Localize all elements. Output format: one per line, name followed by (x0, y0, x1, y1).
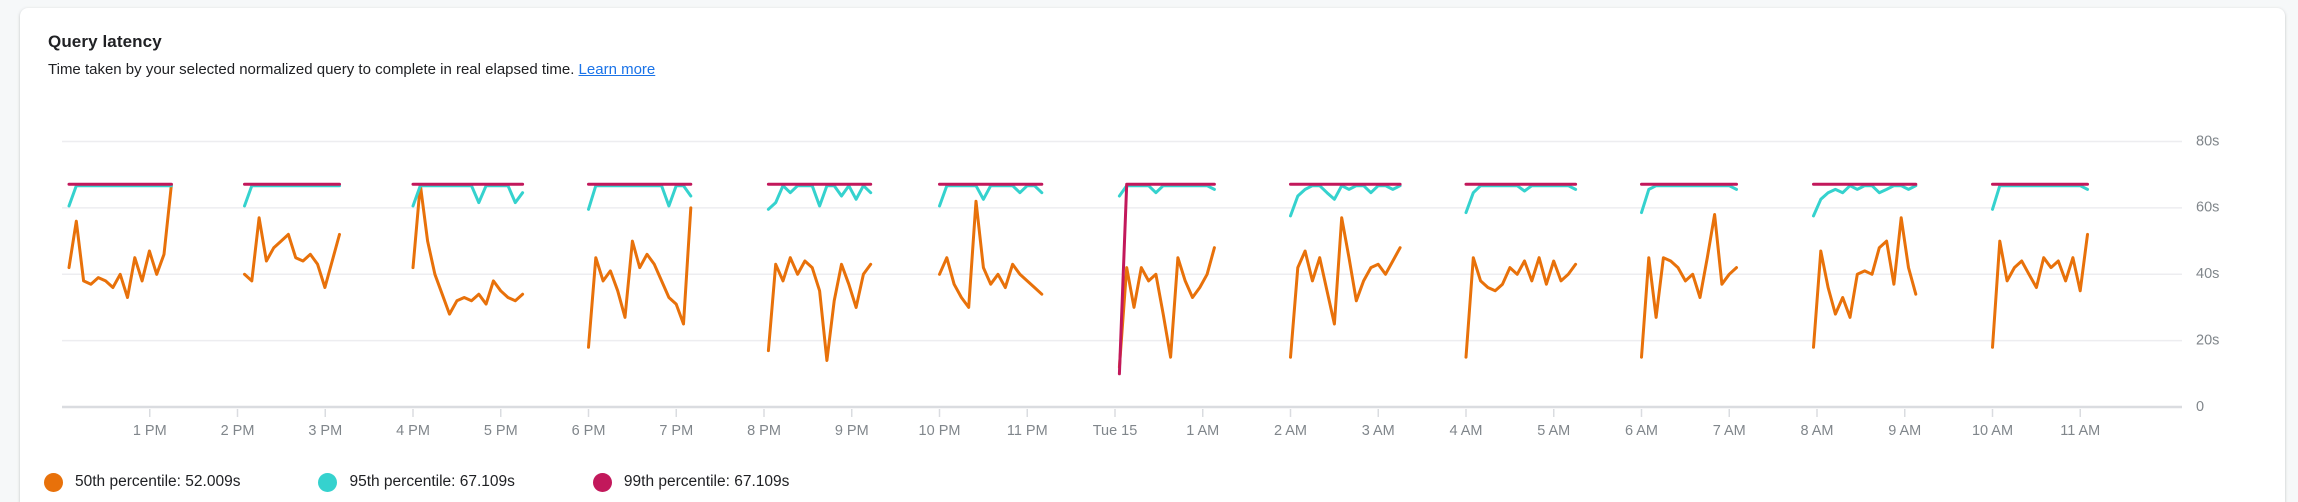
legend-marker-95th-icon (318, 472, 338, 492)
x-tick-label: 6 AM (1625, 423, 1658, 439)
x-tick-label: 9 AM (1888, 423, 1921, 439)
y-tick-label: 0 (2196, 399, 2204, 415)
x-tick-label: 10 AM (1972, 423, 2013, 439)
x-tick-label: 8 PM (747, 423, 781, 439)
series-line-50th (1640, 213, 1738, 359)
series-line-50th (587, 206, 693, 349)
chart-legend: 50th percentile: 52.009s 95th percentile… (44, 467, 2285, 497)
series-line-50th (67, 183, 173, 299)
query-latency-card: Query latency Time taken by your selecte… (20, 8, 2285, 502)
y-tick-label: 20s (2196, 332, 2219, 348)
x-tick-label: 4 AM (1449, 423, 1482, 439)
legend-label-95th: 95th percentile: 67.109s (349, 473, 515, 490)
x-tick-label: 1 PM (133, 423, 167, 439)
series-line-95th (938, 184, 1044, 208)
legend-marker-99th-icon (592, 472, 612, 492)
x-tick-label: 1 AM (1186, 423, 1219, 439)
x-tick-label: 4 PM (396, 423, 430, 439)
series-line-50th (1289, 216, 1402, 359)
learn-more-link[interactable]: Learn more (578, 61, 656, 78)
series-line-95th (1812, 184, 1918, 218)
y-tick-label: 40s (2196, 266, 2219, 282)
x-tick-label: 11 AM (2060, 423, 2100, 439)
x-tick-label: 3 PM (308, 423, 342, 439)
legend-label-99th: 99th percentile: 67.109s (623, 473, 790, 490)
card-header: Query latency Time taken by your selecte… (20, 8, 2285, 78)
x-tick-label: Tue 15 (1093, 423, 1138, 439)
x-tick-label: 7 PM (659, 423, 693, 439)
x-tick-label: 8 AM (1800, 423, 1833, 439)
chart-subtitle-text: Time taken by your selected normalized q… (48, 61, 575, 78)
series-line-50th (766, 256, 873, 362)
series-line-50th (1117, 246, 1216, 369)
x-tick-label: 2 AM (1274, 423, 1307, 439)
series-line-50th (1464, 256, 1578, 359)
series-line-95th (67, 184, 173, 208)
legend-marker-50th-icon (44, 472, 63, 492)
series-line-95th (766, 184, 873, 211)
x-tick-label: 5 AM (1537, 423, 1570, 439)
x-tick-label: 2 PM (221, 423, 255, 439)
legend-item-99th-percentile[interactable]: 99th percentile: 67.109s (592, 472, 790, 492)
series-line-50th (411, 183, 525, 316)
x-tick-label: 6 PM (572, 423, 606, 439)
series-line-95th (587, 184, 693, 211)
page-title: Query latency (48, 32, 162, 51)
series-line-95th (243, 184, 341, 208)
x-tick-label: 7 AM (1713, 423, 1746, 439)
legend-label-50th: 50th percentile: 52.009s (75, 473, 241, 490)
series-line-95th (1991, 184, 2089, 211)
latency-line-chart: 80s 60s 40s 20s 0 1 PM 2 PM 3 PM 4 PM 5 PM 6 PM 7 P… (62, 133, 2219, 439)
x-tick-label: 5 PM (484, 423, 518, 439)
chart-subtitle: Time taken by your selected normalized q… (48, 61, 2285, 78)
y-tick-label: 80s (2196, 133, 2219, 149)
series-line-50th (1812, 216, 1918, 349)
series-line-50th (243, 216, 341, 289)
series-line-99th (1117, 182, 1216, 376)
series-line-95th (1289, 184, 1402, 218)
x-tick-label: 3 AM (1362, 423, 1395, 439)
x-tick-label: 10 PM (919, 423, 961, 439)
series-line-95th (411, 184, 525, 208)
legend-item-95th-percentile[interactable]: 95th percentile: 67.109s (318, 472, 515, 492)
series-line-95th (1117, 184, 1216, 198)
y-tick-label: 60s (2196, 200, 2219, 216)
series-line-50th (938, 199, 1044, 309)
x-tick-label: 11 PM (1007, 423, 1048, 439)
legend-item-50th-percentile[interactable]: 50th percentile: 52.009s (44, 472, 241, 492)
x-tick-label: 9 PM (835, 423, 869, 439)
chart-area: 80s 60s 40s 20s 0 1 PM 2 PM 3 PM 4 PM 5 PM 6 PM 7 P… (20, 84, 2285, 461)
series-line-50th (1991, 232, 2089, 349)
